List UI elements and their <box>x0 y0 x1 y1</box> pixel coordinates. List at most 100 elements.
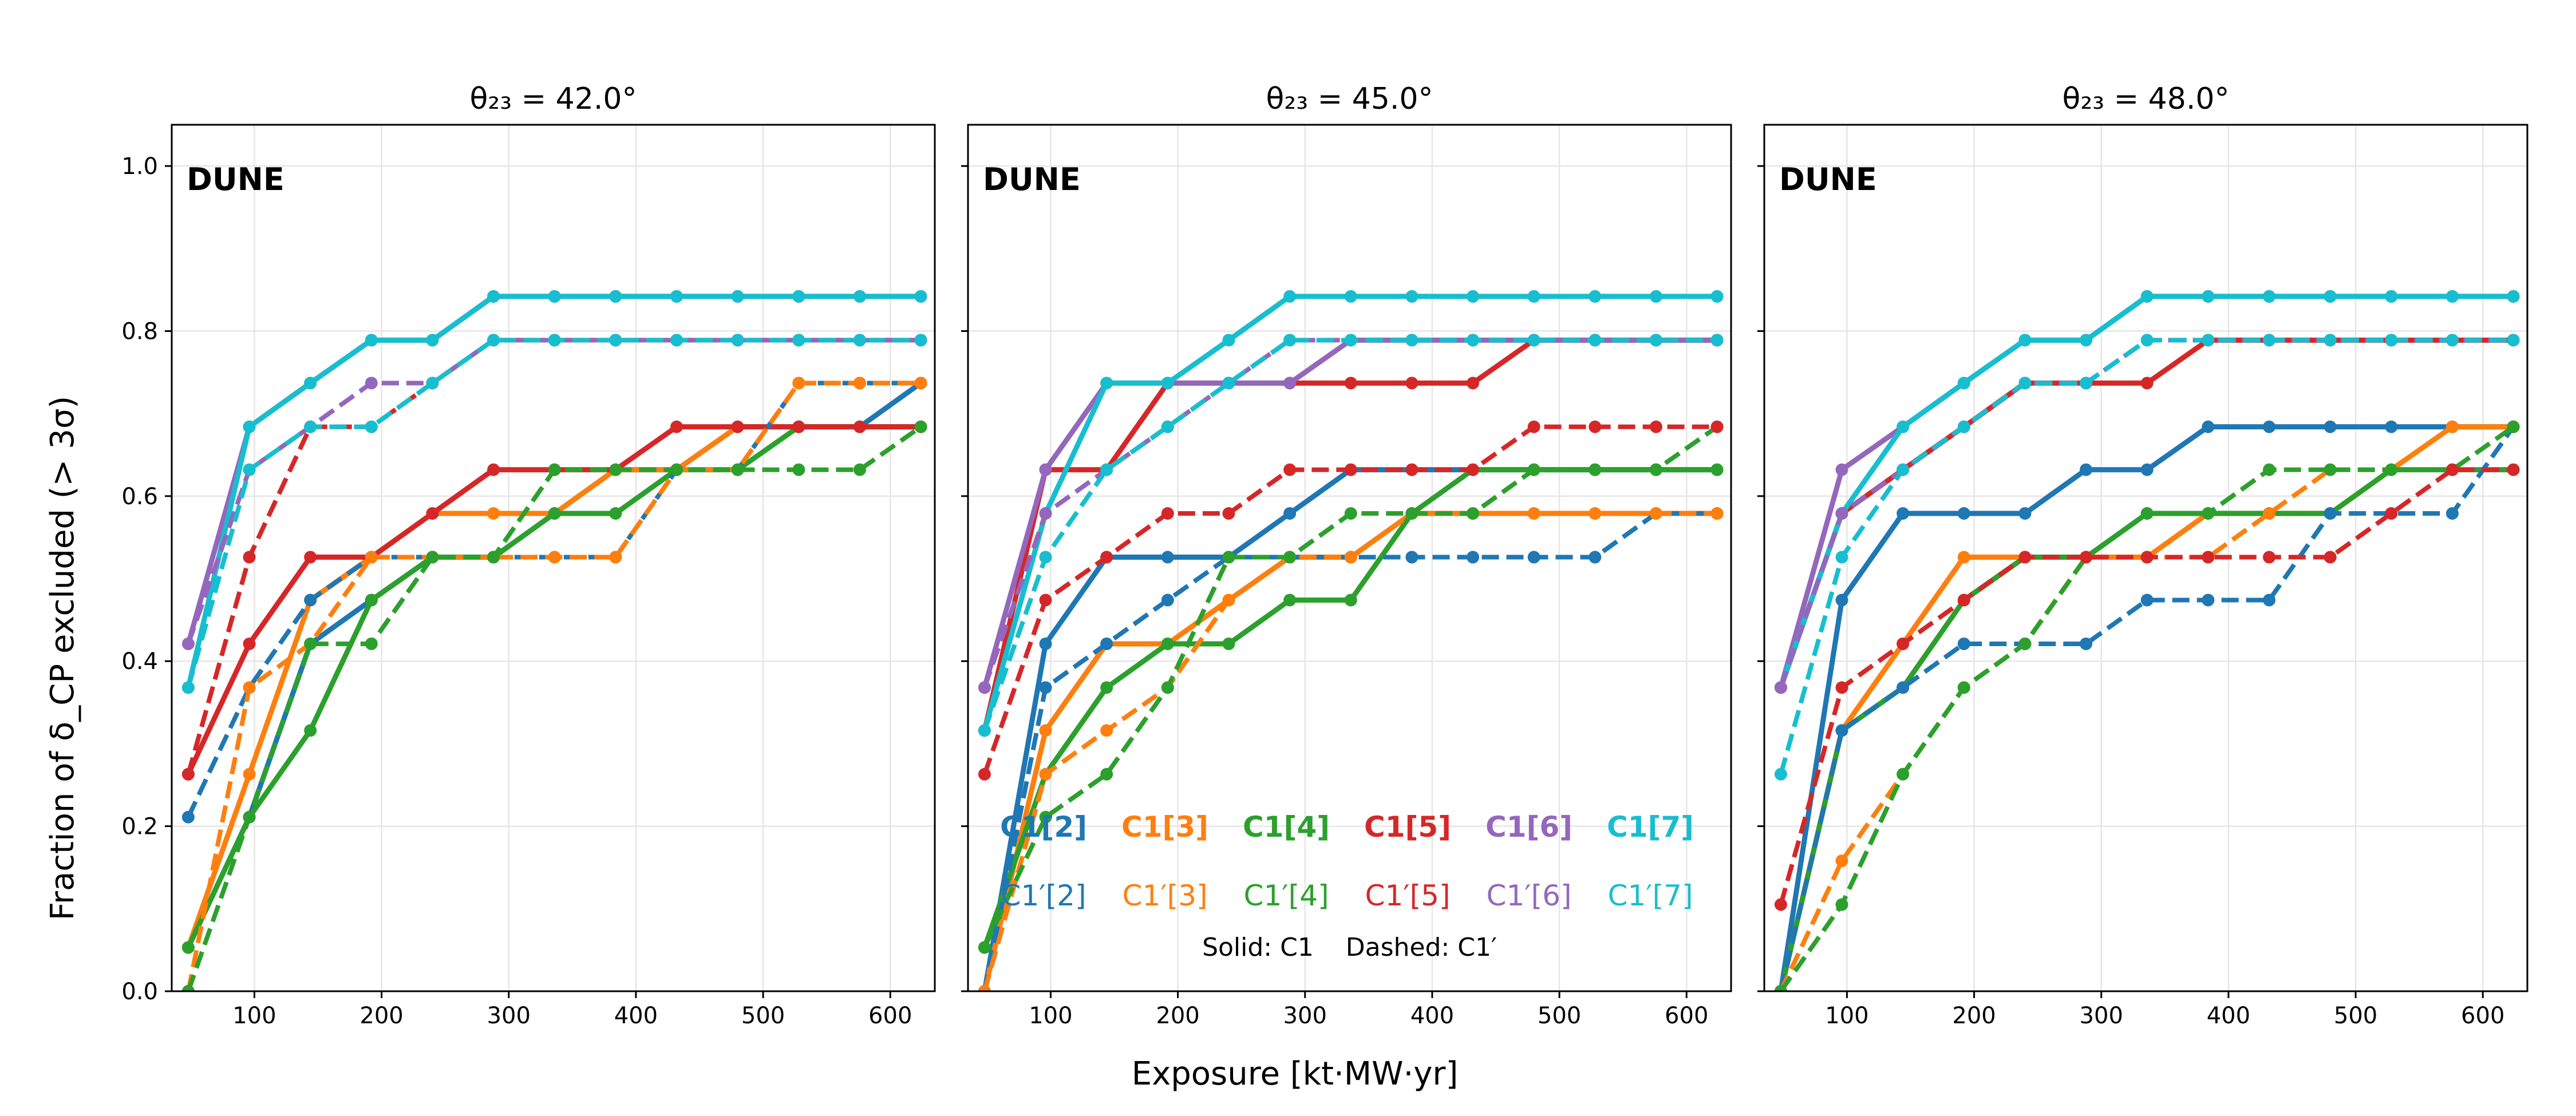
data-point <box>2140 377 2154 390</box>
data-point <box>2263 290 2276 303</box>
data-point <box>1283 463 1297 476</box>
data-point <box>1589 420 1602 433</box>
data-point <box>2263 420 2276 433</box>
panel-title: θ₂₃ = 48.0° <box>2063 82 2230 116</box>
legend-solid-label: C1[7] <box>1607 810 1694 844</box>
data-point <box>853 334 866 347</box>
x-tick-label: 100 <box>232 1003 276 1029</box>
data-point <box>2140 463 2154 476</box>
data-point <box>426 551 439 564</box>
legend-dashed-label: C1′[2] <box>1001 879 1086 912</box>
data-point <box>304 420 317 433</box>
data-point <box>1222 334 1235 347</box>
data-point <box>1344 377 1357 390</box>
data-point <box>1039 810 1052 824</box>
x-tick-label: 500 <box>1538 1003 1581 1029</box>
data-point <box>914 334 927 347</box>
data-point <box>1527 463 1540 476</box>
data-point <box>365 420 378 433</box>
data-point <box>1835 551 1848 564</box>
data-point <box>1283 551 1297 564</box>
data-point <box>487 551 500 564</box>
legend-dashed-label: C1′[5] <box>1365 879 1451 912</box>
data-point <box>1835 463 1848 476</box>
data-point <box>1527 507 1540 520</box>
legend-solid-label: C1[4] <box>1243 810 1330 844</box>
data-point <box>1835 854 1848 868</box>
panel-annotation: DUNE <box>187 161 285 197</box>
data-point <box>1161 551 1174 564</box>
data-point <box>670 290 683 303</box>
data-point <box>1100 551 1113 564</box>
data-point <box>426 377 439 390</box>
data-point <box>1710 290 1724 303</box>
series-C1[7] <box>181 290 927 694</box>
data-point <box>731 290 744 303</box>
data-point <box>1161 681 1174 694</box>
legend-dashed-label: C1′[6] <box>1487 879 1572 912</box>
data-point <box>1405 334 1419 347</box>
data-point <box>1222 551 1235 564</box>
data-point <box>1835 724 1848 737</box>
data-point <box>1467 507 1480 520</box>
data-point <box>853 290 866 303</box>
data-point <box>792 290 805 303</box>
y-tick-label: 0.2 <box>121 814 158 840</box>
data-point <box>1222 593 1235 607</box>
data-point <box>1835 681 1848 694</box>
data-point <box>792 420 805 433</box>
data-point <box>243 767 256 781</box>
data-point <box>1897 681 1910 694</box>
data-point <box>1527 290 1540 303</box>
data-point <box>914 290 927 303</box>
data-point <box>1710 507 1724 520</box>
data-point <box>1527 551 1540 564</box>
series-C1′[5] <box>978 420 1724 781</box>
data-point <box>2324 334 2337 347</box>
data-point <box>1467 377 1480 390</box>
data-point <box>609 507 622 520</box>
data-point <box>2018 551 2032 564</box>
data-point <box>1283 507 1297 520</box>
data-point <box>1039 507 1052 520</box>
data-point <box>731 420 744 433</box>
data-point <box>731 463 744 476</box>
data-point <box>1649 507 1662 520</box>
y-tick-label: 0.8 <box>121 318 158 345</box>
data-point <box>1222 377 1235 390</box>
data-point <box>2507 334 2520 347</box>
data-point <box>1527 334 1540 347</box>
data-point <box>2080 334 2093 347</box>
data-point <box>365 377 378 390</box>
data-point <box>2324 290 2337 303</box>
data-point <box>181 941 195 954</box>
y-tick-label: 0.6 <box>121 484 158 510</box>
data-point <box>181 985 195 991</box>
data-point <box>670 463 683 476</box>
data-point <box>365 593 378 607</box>
data-point <box>487 334 500 347</box>
data-point <box>1957 593 1970 607</box>
legend-dashed-label: C1′[3] <box>1123 879 1208 912</box>
data-point <box>2080 637 2093 650</box>
data-point <box>2202 334 2215 347</box>
series-C1[7] <box>978 290 1724 737</box>
x-tick-label: 400 <box>1411 1003 1454 1029</box>
data-point <box>1100 681 1113 694</box>
data-point <box>1344 463 1357 476</box>
data-point <box>2080 551 2093 564</box>
data-point <box>2202 420 2215 433</box>
data-point <box>548 463 561 476</box>
data-point <box>1710 463 1724 476</box>
data-point <box>853 420 866 433</box>
panel-1: 100 200 300 400 500 600 0.0 0.2 0.4 0.6 0.8 1.0 θ₂₃ … <box>121 82 936 1029</box>
data-point <box>1161 593 1174 607</box>
data-point <box>1467 290 1480 303</box>
data-point <box>1039 637 1052 650</box>
data-point <box>1344 551 1357 564</box>
data-point <box>792 334 805 347</box>
data-point <box>1039 724 1052 737</box>
data-point <box>1405 551 1419 564</box>
data-point <box>978 681 991 694</box>
